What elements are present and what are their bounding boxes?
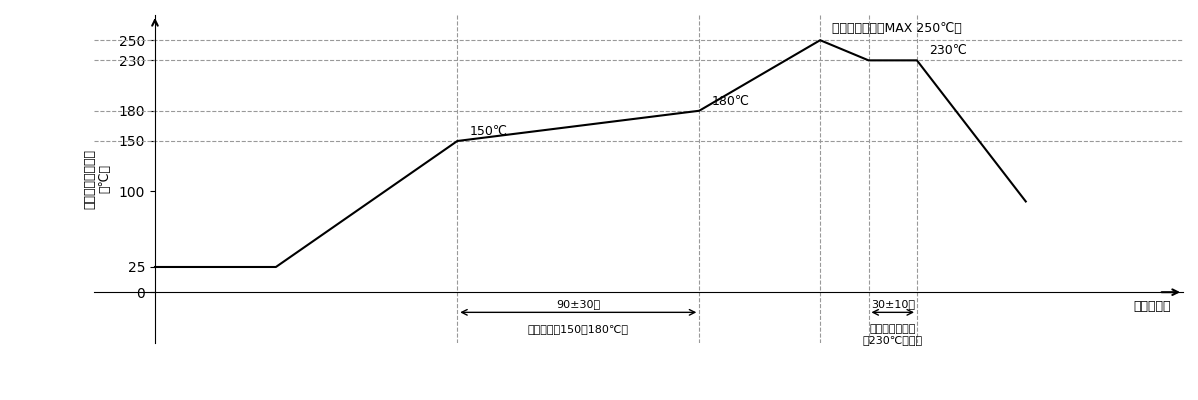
Text: 180℃: 180℃: [712, 95, 749, 108]
Text: 90±30秒: 90±30秒: [556, 299, 600, 309]
Text: （230℃以上）: （230℃以上）: [863, 334, 922, 344]
Text: （ピーク温度：MAX 250℃）: （ピーク温度：MAX 250℃）: [833, 22, 962, 35]
Text: はんだ付け時間: はんだ付け時間: [870, 324, 916, 334]
Text: 230℃: 230℃: [928, 44, 967, 57]
Text: 時間（秒）: 時間（秒）: [1133, 300, 1170, 313]
Text: 150℃: 150℃: [470, 125, 507, 138]
Text: 30±10秒: 30±10秒: [871, 299, 915, 309]
Text: 予熱時間（150～180℃）: 予熱時間（150～180℃）: [528, 324, 629, 334]
Y-axis label: コネクタ表面温度
（℃）: コネクタ表面温度 （℃）: [84, 149, 111, 209]
